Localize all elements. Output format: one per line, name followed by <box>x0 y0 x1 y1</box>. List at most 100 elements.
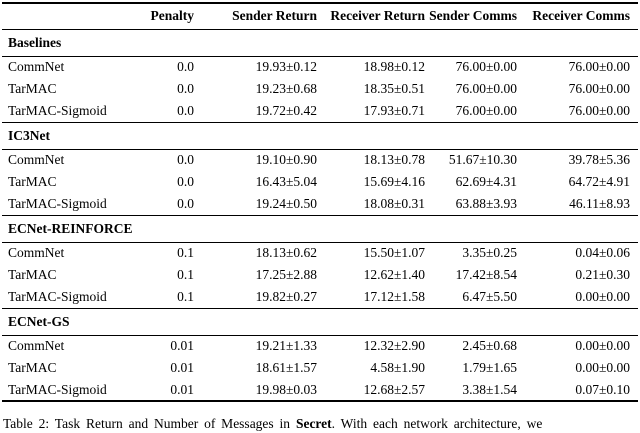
value-cell: 51.67±10.30 <box>448 152 517 168</box>
table-caption: Table 2: Task Return and Number of Messa… <box>3 415 635 433</box>
value-cell: 19.82±0.27 <box>255 288 317 304</box>
value-cell: 19.23±0.68 <box>255 81 317 96</box>
value-cell: 3.38±1.54 <box>462 381 517 397</box>
value-cell: 19.24±0.50 <box>255 195 317 211</box>
value-cell: 18.61±1.57 <box>255 360 317 375</box>
caption-suffix: . With each network architecture, we <box>331 416 543 431</box>
table-row: CommNet 0.01 19.21±1.33 12.32±2.90 2.45±0.68… <box>2 335 638 357</box>
row-label: CommNet <box>8 338 65 354</box>
row-label: TarMAC-Sigmoid <box>8 195 107 211</box>
value-cell: 39.78±5.36 <box>568 152 630 168</box>
value-cell: 12.62±1.40 <box>363 267 425 282</box>
column-header-empty <box>2 3 132 30</box>
value-cell: 0.01 <box>170 360 194 375</box>
row-label: TarMAC-Sigmoid <box>8 288 107 304</box>
value-cell: 18.08±0.31 <box>363 195 425 211</box>
value-cell: 18.98±0.12 <box>363 59 425 75</box>
value-cell: 64.72±4.91 <box>568 174 630 189</box>
table-row: TarMAC-Sigmoid 0.01 19.98±0.03 12.68±2.57 3.… <box>2 379 638 401</box>
section-row: ECNet-GS <box>2 307 638 336</box>
value-cell: 0.1 <box>177 267 194 282</box>
value-cell: 0.01 <box>170 381 194 397</box>
value-cell: 0.0 <box>177 195 194 211</box>
value-cell: 0.1 <box>177 245 194 261</box>
column-header: Penalty <box>132 3 194 30</box>
section-row: Baselines <box>2 28 638 57</box>
value-cell: 0.0 <box>177 81 194 96</box>
row-label: CommNet <box>8 152 65 168</box>
value-cell: 0.07±0.10 <box>575 381 630 397</box>
table-header-row: Penalty Sender Return Receiver Return Sende… <box>2 3 638 30</box>
row-label: TarMAC-Sigmoid <box>8 102 107 118</box>
value-cell: 19.98±0.03 <box>255 381 317 397</box>
value-cell: 16.43±5.04 <box>255 174 317 189</box>
value-cell: 15.50±1.07 <box>363 245 425 261</box>
value-cell: 0.00±0.00 <box>575 288 630 304</box>
value-cell: 18.13±0.78 <box>363 152 425 168</box>
value-cell: 76.00±0.00 <box>568 59 630 75</box>
value-cell: 0.0 <box>177 59 194 75</box>
value-cell: 4.58±1.90 <box>370 360 425 375</box>
row-label: CommNet <box>8 245 65 261</box>
table-row: TarMAC-Sigmoid 0.0 19.24±0.50 18.08±0.31 63.… <box>2 193 638 215</box>
value-cell: 0.00±0.00 <box>575 338 630 354</box>
value-cell: 0.21±0.30 <box>575 267 630 282</box>
row-label: CommNet <box>8 59 65 75</box>
caption-task-name: Secret <box>295 416 332 431</box>
value-cell: 19.21±1.33 <box>255 338 317 354</box>
value-cell: 17.25±2.88 <box>255 267 317 282</box>
section-header: IC3Net <box>2 121 638 150</box>
section-header: ECNet-REINFORCE <box>2 214 638 243</box>
value-cell: 76.00±0.00 <box>455 102 517 118</box>
value-cell: 19.10±0.90 <box>255 152 317 168</box>
value-cell: 3.35±0.25 <box>462 245 517 261</box>
column-header: Receiver Comms <box>517 3 638 30</box>
value-cell: 17.93±0.71 <box>363 102 425 118</box>
table-row: TarMAC-Sigmoid 0.1 19.82±0.27 17.12±1.58 6.4… <box>2 286 638 308</box>
section-row: IC3Net <box>2 121 638 150</box>
value-cell: 18.13±0.62 <box>255 245 317 261</box>
row-label: TarMAC <box>8 174 57 189</box>
value-cell: 12.32±2.90 <box>363 338 425 354</box>
column-header: Sender Comms <box>425 3 517 30</box>
value-cell: 0.0 <box>177 174 194 189</box>
row-label: TarMAC <box>8 360 57 375</box>
value-cell: 76.00±0.00 <box>455 59 517 75</box>
row-label: TarMAC <box>8 267 57 282</box>
row-label: TarMAC <box>8 81 57 96</box>
table-row: TarMAC 0.0 19.23±0.68 18.35±0.51 76.00±0.00 7… <box>2 78 638 100</box>
section-row: ECNet-REINFORCE <box>2 214 638 243</box>
value-cell: 18.35±0.51 <box>363 81 425 96</box>
section-header: ECNet-GS <box>2 307 638 336</box>
table-row: TarMAC 0.01 18.61±1.57 4.58±1.90 1.79±1.65 0.… <box>2 357 638 379</box>
value-cell: 0.0 <box>177 102 194 118</box>
value-cell: 17.42±8.54 <box>455 267 517 282</box>
value-cell: 2.45±0.68 <box>462 338 517 354</box>
value-cell: 0.1 <box>177 288 194 304</box>
value-cell: 76.00±0.00 <box>568 81 630 96</box>
value-cell: 46.11±8.93 <box>569 195 630 211</box>
value-cell: 17.12±1.58 <box>363 288 425 304</box>
column-header: Sender Return <box>194 3 317 30</box>
value-cell: 0.01 <box>170 338 194 354</box>
value-cell: 0.00±0.00 <box>575 360 630 375</box>
caption-prefix: Table 2: Task Return and Number of Messa… <box>3 416 296 431</box>
value-cell: 6.47±5.50 <box>462 288 517 304</box>
table-row: TarMAC-Sigmoid 0.0 19.72±0.42 17.93±0.71 76.… <box>2 100 638 122</box>
table-row: TarMAC 0.0 16.43±5.04 15.69±4.16 62.69±4.31 6… <box>2 171 638 193</box>
results-table: Penalty Sender Return Receiver Return Sende… <box>2 2 638 402</box>
value-cell: 0.0 <box>177 152 194 168</box>
table-row: CommNet 0.1 18.13±0.62 15.50±1.07 3.35±0.25 0… <box>2 242 638 264</box>
value-cell: 1.79±1.65 <box>462 360 517 375</box>
value-cell: 12.68±2.57 <box>363 381 425 397</box>
section-header: Baselines <box>2 28 638 57</box>
value-cell: 63.88±3.93 <box>455 195 517 211</box>
table-row: CommNet 0.0 19.10±0.90 18.13±0.78 51.67±10.3… <box>2 149 638 171</box>
value-cell: 62.69±4.31 <box>455 174 517 189</box>
value-cell: 76.00±0.00 <box>455 81 517 96</box>
table-row: CommNet 0.0 19.93±0.12 18.98±0.12 76.00±0.00… <box>2 56 638 78</box>
value-cell: 76.00±0.00 <box>568 102 630 118</box>
value-cell: 19.72±0.42 <box>255 102 317 118</box>
value-cell: 0.04±0.06 <box>575 245 630 261</box>
